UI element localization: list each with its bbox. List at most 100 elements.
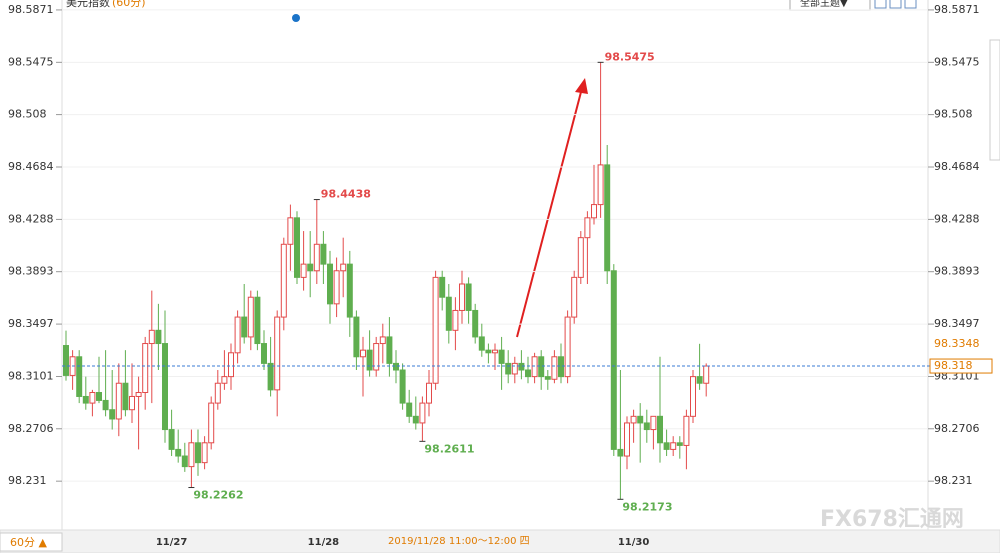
candle-body: [360, 349, 366, 358]
candle-body: [181, 455, 188, 468]
candle-body: [452, 309, 459, 331]
zoom-in-button[interactable]: [874, 0, 887, 9]
y-tick-label: 98.4684: [8, 160, 54, 173]
candle-body: [333, 270, 340, 305]
candle-body: [122, 382, 129, 411]
bottom-bar: [0, 529, 1000, 553]
y-tick-label: 98.2706: [8, 422, 54, 435]
candle-body: [234, 316, 241, 354]
candle-body: [109, 409, 116, 420]
event-dot[interactable]: [292, 14, 300, 22]
y-tick-label: 98.5475: [8, 55, 54, 68]
candle-body: [485, 349, 492, 354]
candle-body: [472, 309, 479, 338]
candle-body: [637, 415, 644, 424]
y2-tick-label: 98.4288: [934, 212, 980, 225]
candle-body: [307, 263, 314, 272]
candle-body: [386, 336, 393, 364]
candle-body: [551, 356, 558, 380]
candle-body: [591, 204, 597, 219]
candle-body: [663, 442, 670, 450]
candle-body: [96, 392, 102, 401]
candle-body: [610, 270, 617, 450]
side-panel[interactable]: [989, 39, 1000, 161]
candle-body: [188, 442, 195, 468]
candle-body: [148, 329, 155, 345]
reset-button[interactable]: [904, 0, 917, 9]
y-tick-label: 98.508: [8, 108, 47, 121]
candle-body: [525, 369, 531, 378]
candle-body: [267, 362, 274, 391]
candle-body: [505, 362, 512, 375]
y-tick-label: 98.5871: [8, 3, 54, 16]
candle-body: [393, 362, 399, 371]
candle-body: [399, 369, 406, 404]
low-label: 98.2262: [193, 489, 243, 502]
candle-body: [690, 376, 696, 417]
candle-body: [412, 415, 419, 424]
candle-body: [617, 448, 624, 457]
arrow-line: [516, 91, 582, 338]
y-tick-label: 98.231: [8, 474, 47, 487]
zoom-out-button[interactable]: [889, 0, 902, 9]
y2-tick-label: 98.4684: [934, 160, 980, 173]
candle-body: [115, 382, 122, 420]
y2-tick-label: 98.508: [934, 108, 973, 121]
chart-title: 美元指数: [66, 0, 110, 9]
candle-body: [320, 243, 327, 265]
candle-body: [604, 164, 611, 272]
candle-body: [280, 243, 287, 318]
y-tick-label: 98.3893: [8, 265, 54, 278]
candle-body: [346, 263, 353, 318]
y2-tick-label: 98.5871: [934, 3, 980, 16]
candle-body: [406, 402, 413, 417]
candle-body: [175, 448, 182, 457]
candle-body: [657, 415, 663, 444]
candle-body: [228, 352, 234, 378]
candle-body: [201, 442, 208, 464]
price-marker-label: 98.318: [934, 359, 973, 372]
candle-body: [544, 376, 551, 380]
candle-body: [274, 316, 281, 391]
candle-body: [129, 395, 135, 411]
candle-body: [432, 276, 439, 384]
period-button[interactable]: [0, 532, 63, 552]
y-tick-label: 98.3497: [8, 317, 54, 330]
candle-body: [327, 263, 333, 305]
y2-tick-label: 98.231: [934, 474, 973, 487]
candle-body: [168, 429, 175, 450]
candle-body: [195, 442, 201, 464]
y2-tick-label: 98.3893: [934, 265, 980, 278]
plot-layer: [62, 9, 928, 482]
candle-body: [162, 343, 168, 431]
candle-body: [208, 402, 215, 444]
y2-tick-label: 98.5475: [934, 55, 980, 68]
candle-body: [597, 164, 604, 206]
candle-body: [696, 376, 703, 384]
candle-body: [465, 283, 472, 311]
candle-body: [294, 217, 300, 278]
candle-body: [247, 296, 254, 338]
candle-body: [439, 276, 446, 298]
candle-body: [261, 343, 267, 364]
candle-body: [366, 349, 373, 371]
candle-body: [373, 343, 380, 371]
x-tick-label: 11/28: [308, 537, 340, 548]
period-button-label[interactable]: 60分 ▲: [10, 536, 47, 549]
candle-body: [89, 392, 96, 404]
y2-tick-label: 98.3497: [934, 317, 980, 330]
chart-period: (60分): [112, 0, 146, 9]
price-marker-box: [929, 358, 993, 374]
candle-body: [445, 296, 452, 331]
low-label: 98.2173: [622, 500, 672, 513]
candle-body: [459, 283, 465, 311]
candle-body: [254, 296, 261, 345]
candle-body: [478, 336, 485, 351]
theme-button-label[interactable]: 全部主题▼: [800, 0, 848, 9]
candle-body: [518, 362, 525, 371]
candle-body: [82, 395, 89, 404]
watermark: FX678汇通网: [820, 507, 964, 532]
price-marker-box: [930, 336, 992, 351]
low-label: 98.2611: [424, 442, 474, 455]
